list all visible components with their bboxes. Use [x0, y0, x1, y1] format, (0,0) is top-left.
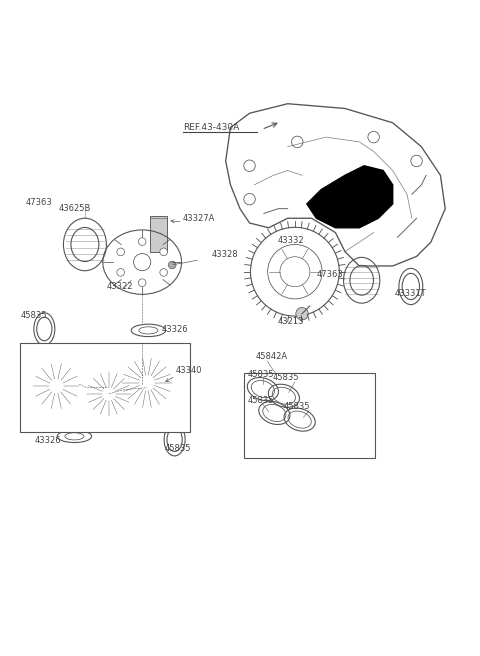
Text: 43326: 43326 — [161, 325, 188, 335]
Text: 45842A: 45842A — [256, 352, 288, 361]
Text: 45835: 45835 — [247, 370, 274, 379]
Text: 43331T: 43331T — [395, 289, 427, 298]
Text: 47363: 47363 — [316, 270, 343, 279]
Text: 43213: 43213 — [277, 318, 304, 326]
Bar — [21, 343, 190, 432]
Text: 45835: 45835 — [247, 396, 274, 405]
Text: 43326: 43326 — [35, 436, 61, 445]
Text: 43328: 43328 — [211, 251, 238, 259]
Bar — [244, 373, 375, 458]
Circle shape — [138, 238, 146, 245]
Circle shape — [168, 261, 176, 269]
Circle shape — [117, 268, 124, 276]
Circle shape — [138, 279, 146, 287]
Text: 43322: 43322 — [107, 282, 133, 291]
Text: 47363: 47363 — [25, 198, 52, 207]
Polygon shape — [307, 166, 393, 228]
Circle shape — [296, 308, 308, 320]
Text: 43332: 43332 — [277, 236, 304, 245]
Text: 43327A: 43327A — [183, 214, 215, 222]
Circle shape — [133, 254, 151, 271]
Text: 45835: 45835 — [284, 402, 311, 411]
Text: 45835: 45835 — [273, 373, 299, 382]
FancyBboxPatch shape — [150, 216, 168, 252]
Text: 45835: 45835 — [21, 311, 47, 320]
Circle shape — [117, 248, 124, 256]
Text: 43625B: 43625B — [59, 204, 91, 213]
Text: 43340: 43340 — [176, 366, 202, 375]
Circle shape — [160, 248, 168, 256]
Text: REF.43-430A: REF.43-430A — [183, 123, 239, 132]
Text: 45835: 45835 — [165, 443, 192, 453]
Circle shape — [160, 268, 168, 276]
